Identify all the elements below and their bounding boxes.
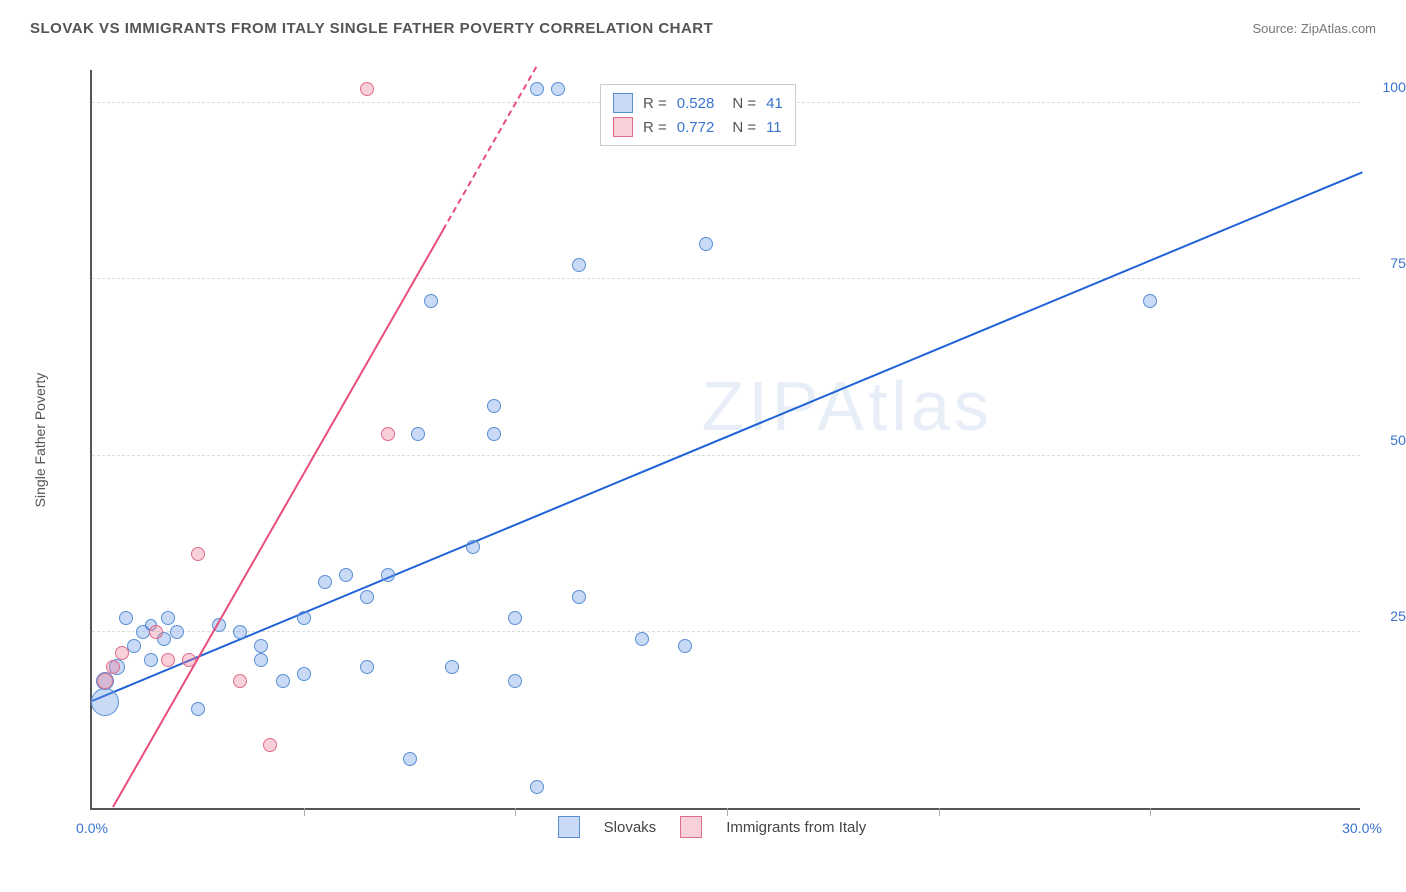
stats-row: R = 0.772 N = 11 xyxy=(613,115,783,139)
scatter-chart: Single Father Poverty ZIPAtlas 25.0%50.0… xyxy=(60,60,1380,820)
trend-line xyxy=(112,229,444,807)
data-point xyxy=(466,540,480,554)
trend-line xyxy=(442,67,537,231)
n-value: 41 xyxy=(766,95,783,112)
data-point xyxy=(233,674,247,688)
y-tick-label: 75.0% xyxy=(1370,255,1406,271)
data-point xyxy=(360,660,374,674)
data-point xyxy=(1143,294,1157,308)
data-point xyxy=(572,258,586,272)
data-point xyxy=(161,611,175,625)
n-label: N = xyxy=(732,95,756,112)
data-point xyxy=(445,660,459,674)
data-point xyxy=(191,702,205,716)
data-point xyxy=(572,590,586,604)
data-point xyxy=(127,639,141,653)
data-point xyxy=(161,653,175,667)
data-point xyxy=(487,399,501,413)
chart-title: SLOVAK VS IMMIGRANTS FROM ITALY SINGLE F… xyxy=(30,20,713,37)
series-swatch xyxy=(613,117,633,137)
data-point xyxy=(508,674,522,688)
data-point xyxy=(254,639,268,653)
legend-swatch xyxy=(680,816,702,838)
y-tick-label: 100.0% xyxy=(1370,79,1406,95)
legend: Slovaks Immigrants from Italy xyxy=(558,816,867,838)
data-point xyxy=(318,575,332,589)
data-point xyxy=(144,653,158,667)
watermark: ZIPAtlas xyxy=(702,366,993,446)
data-point xyxy=(119,611,133,625)
r-label: R = xyxy=(643,95,667,112)
plot-area: ZIPAtlas 25.0%50.0%75.0%100.0%0.0%30.0%R… xyxy=(90,70,1360,810)
data-point xyxy=(297,611,311,625)
x-tick-label: 30.0% xyxy=(1342,820,1382,836)
x-tick-mark xyxy=(304,808,305,816)
data-point xyxy=(678,639,692,653)
data-point xyxy=(530,780,544,794)
data-point xyxy=(381,427,395,441)
data-point xyxy=(424,294,438,308)
trend-line xyxy=(92,172,1363,702)
data-point xyxy=(530,82,544,96)
data-point xyxy=(115,646,129,660)
data-point xyxy=(339,568,353,582)
data-point xyxy=(170,625,184,639)
data-point xyxy=(106,660,120,674)
data-point xyxy=(487,427,501,441)
data-point xyxy=(233,625,247,639)
data-point xyxy=(182,653,196,667)
x-tick-mark xyxy=(515,808,516,816)
data-point xyxy=(97,673,113,689)
gridline-h xyxy=(92,278,1360,279)
gridline-h xyxy=(92,455,1360,456)
data-point xyxy=(191,547,205,561)
data-point xyxy=(508,611,522,625)
data-point xyxy=(403,752,417,766)
gridline-h xyxy=(92,631,1360,632)
legend-swatch xyxy=(558,816,580,838)
r-label: R = xyxy=(643,119,667,136)
source-attribution: Source: ZipAtlas.com xyxy=(1252,21,1376,36)
stats-row: R = 0.528 N = 41 xyxy=(613,91,783,115)
legend-label: Immigrants from Italy xyxy=(726,819,866,836)
x-tick-label: 0.0% xyxy=(76,820,108,836)
data-point xyxy=(263,738,277,752)
data-point xyxy=(411,427,425,441)
y-axis-label: Single Father Poverty xyxy=(32,373,48,508)
data-point xyxy=(149,625,163,639)
data-point xyxy=(360,590,374,604)
data-point xyxy=(635,632,649,646)
data-point xyxy=(381,568,395,582)
n-value: 11 xyxy=(766,119,782,136)
data-point xyxy=(254,653,268,667)
data-point xyxy=(551,82,565,96)
legend-label: Slovaks xyxy=(604,819,657,836)
correlation-stats-box: R = 0.528 N = 41 R = 0.772 N = 11 xyxy=(600,84,796,146)
r-value: 0.528 xyxy=(677,95,715,112)
x-tick-mark xyxy=(727,808,728,816)
data-point xyxy=(297,667,311,681)
data-point xyxy=(699,237,713,251)
y-tick-label: 50.0% xyxy=(1370,432,1406,448)
y-tick-label: 25.0% xyxy=(1370,608,1406,624)
series-swatch xyxy=(613,93,633,113)
data-point xyxy=(91,688,119,716)
x-tick-mark xyxy=(939,808,940,816)
x-tick-mark xyxy=(1150,808,1151,816)
n-label: N = xyxy=(732,119,756,136)
r-value: 0.772 xyxy=(677,119,715,136)
data-point xyxy=(276,674,290,688)
data-point xyxy=(360,82,374,96)
